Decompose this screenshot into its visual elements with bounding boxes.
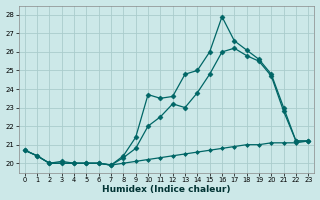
X-axis label: Humidex (Indice chaleur): Humidex (Indice chaleur) <box>102 185 231 194</box>
